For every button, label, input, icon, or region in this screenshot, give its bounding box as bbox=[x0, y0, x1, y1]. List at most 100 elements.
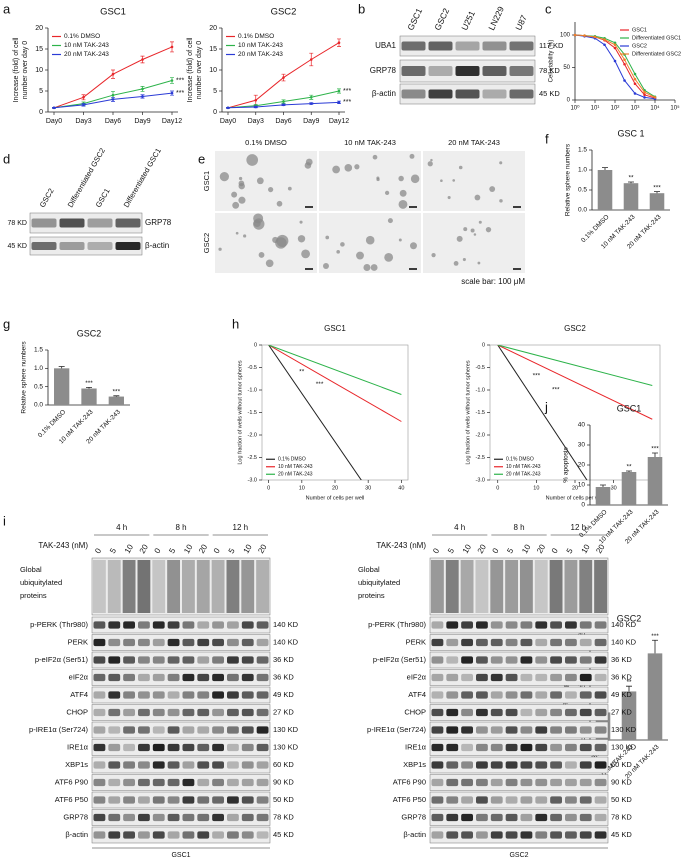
blot-smear bbox=[594, 560, 607, 613]
blot-band bbox=[594, 761, 607, 769]
blot-band bbox=[565, 621, 577, 629]
error-bar bbox=[600, 484, 606, 487]
sphere bbox=[474, 194, 481, 201]
blot-band bbox=[565, 656, 577, 664]
bar bbox=[621, 691, 637, 740]
significance: ** bbox=[626, 464, 632, 471]
sphere bbox=[453, 260, 459, 266]
blot-band bbox=[565, 743, 577, 752]
blot-band bbox=[594, 831, 607, 839]
blot-band bbox=[535, 691, 548, 699]
blot-band bbox=[138, 691, 150, 699]
sphere bbox=[363, 264, 371, 272]
y-tick-label: 0 bbox=[581, 502, 585, 509]
blot-band bbox=[167, 831, 180, 839]
row-label: PERK bbox=[68, 637, 88, 646]
row-label: GSC1 bbox=[202, 171, 211, 191]
blot-band bbox=[31, 218, 57, 228]
error-bar bbox=[58, 366, 65, 369]
blot-band bbox=[182, 673, 195, 682]
x-tick-label: 10¹ bbox=[591, 106, 600, 112]
sphere bbox=[332, 165, 341, 174]
blot-band bbox=[31, 241, 57, 251]
blot-band bbox=[123, 761, 135, 769]
band-size: 78 KD bbox=[539, 66, 560, 75]
blot-band bbox=[212, 761, 224, 769]
blot-band bbox=[256, 831, 269, 839]
blot-band bbox=[565, 778, 577, 787]
blot-band bbox=[227, 638, 239, 647]
column-label: U251 bbox=[459, 9, 477, 32]
blot-band bbox=[138, 743, 150, 752]
blot-band bbox=[197, 743, 210, 752]
blot-smear bbox=[167, 560, 180, 613]
blot-band bbox=[476, 656, 488, 664]
blot-smear bbox=[241, 560, 255, 613]
series-line bbox=[497, 345, 588, 480]
blot-band bbox=[241, 656, 254, 664]
sphere bbox=[235, 231, 239, 235]
y-tick-label: 1.0 bbox=[34, 365, 43, 372]
blot-band bbox=[520, 691, 533, 699]
blot-band bbox=[197, 726, 210, 734]
panel-label: b bbox=[358, 1, 365, 16]
blot-strip bbox=[429, 651, 609, 669]
blot-band bbox=[212, 673, 224, 682]
sphere bbox=[463, 227, 468, 232]
x-tick-label: Day0 bbox=[220, 118, 236, 125]
row-label: CHOP bbox=[66, 707, 88, 716]
sphere bbox=[258, 252, 265, 258]
blot-band bbox=[93, 761, 106, 769]
blot-band bbox=[520, 778, 533, 787]
blot-band bbox=[431, 673, 444, 682]
blot-band bbox=[152, 813, 165, 822]
blot-band bbox=[182, 708, 195, 717]
y-tick-label: 5 bbox=[213, 88, 217, 95]
blot-band bbox=[550, 673, 562, 682]
blot-band bbox=[490, 656, 503, 664]
blot-band bbox=[520, 656, 533, 664]
legend-label: 10 nM TAK-243 bbox=[506, 464, 541, 470]
sphere bbox=[456, 235, 463, 242]
error-bar bbox=[652, 639, 658, 654]
blot-band bbox=[401, 89, 426, 99]
blot-band bbox=[565, 831, 577, 839]
blot-band bbox=[505, 796, 518, 804]
y-tick-label: -2.0 bbox=[476, 432, 485, 438]
blot-band bbox=[123, 831, 135, 839]
blot-band bbox=[241, 708, 254, 717]
blot-band bbox=[428, 66, 453, 76]
blot-band bbox=[461, 778, 473, 787]
blot-band bbox=[461, 638, 473, 647]
row-label: β-actin bbox=[65, 830, 88, 839]
legend-label: GSC1 bbox=[632, 27, 647, 33]
sphere bbox=[398, 175, 404, 182]
blot-band bbox=[431, 831, 444, 839]
blot-smear bbox=[93, 560, 106, 613]
blot-strip bbox=[429, 826, 609, 844]
blot-band bbox=[594, 813, 607, 822]
blot-band bbox=[138, 656, 150, 664]
blot-strip bbox=[429, 634, 609, 651]
blot-band bbox=[138, 761, 150, 769]
y-tick-label: 1.5 bbox=[578, 147, 587, 154]
blot-band bbox=[182, 796, 195, 804]
blot-band bbox=[123, 621, 135, 629]
panel-label: g bbox=[3, 316, 10, 331]
dose-label: 5 bbox=[505, 546, 515, 555]
row-label: β-actin bbox=[145, 241, 169, 250]
band-size: 140 KD bbox=[273, 620, 299, 629]
blot-band bbox=[594, 796, 607, 804]
chart-title: GSC1 bbox=[100, 7, 126, 18]
series-line bbox=[497, 345, 653, 386]
blot-band bbox=[152, 656, 165, 664]
column-label: GSC2 bbox=[432, 6, 451, 31]
significance: ** bbox=[626, 679, 632, 686]
dose-label: 0 bbox=[491, 546, 501, 555]
blot-band bbox=[446, 691, 459, 699]
sphere bbox=[478, 220, 482, 224]
blot-band bbox=[256, 761, 269, 769]
data-point bbox=[633, 77, 637, 81]
blot-band bbox=[227, 761, 239, 769]
blot-smear bbox=[137, 560, 151, 613]
